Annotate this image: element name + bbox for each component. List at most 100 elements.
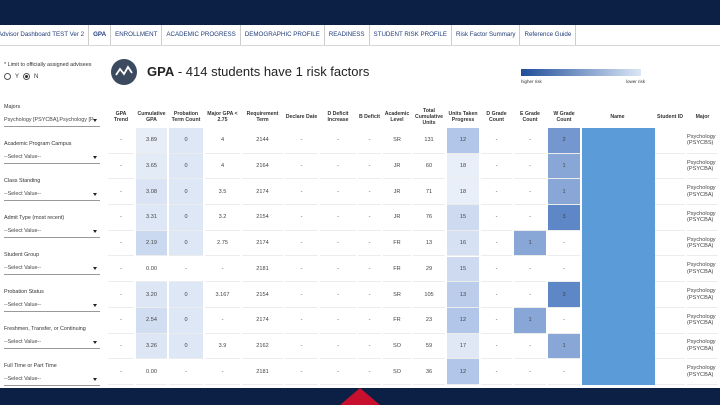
table-cell: - (320, 128, 356, 154)
table-cell: Psychology (PSYCBA) (687, 282, 718, 308)
radio-n[interactable] (23, 73, 31, 80)
table-cell (655, 231, 685, 257)
table-cell: FR (383, 231, 411, 257)
table-cell: 2.54 (136, 307, 167, 334)
radio-y[interactable] (4, 73, 11, 80)
column-header: Academic Level (384, 110, 410, 123)
table-cell: 3.89 (136, 128, 167, 154)
table-cell: FR (383, 257, 411, 283)
table-cell: 0 (169, 282, 203, 308)
column-header: D Grade Count (486, 110, 507, 123)
table-cell: - (108, 282, 134, 308)
filter-select[interactable]: Psychology [PSYCBA],Psychology [P (4, 114, 100, 127)
column-header: Units Taken Progress (448, 110, 478, 123)
column-header: Requirement Term (246, 110, 279, 123)
table-cell: - (285, 308, 318, 334)
filter-select[interactable]: --Select Value-- (4, 188, 100, 201)
table-cell: 1 (548, 179, 580, 206)
table-cell: - (108, 334, 134, 360)
table-cell (655, 282, 685, 308)
tab[interactable]: READINESS (325, 25, 370, 45)
table-cell: JR (383, 154, 411, 180)
table-cell: - (320, 231, 356, 257)
table-cell: 3.2 (205, 205, 240, 231)
table-cell: 2174 (242, 179, 283, 206)
table-cell (655, 179, 685, 206)
table-cell: - (358, 334, 381, 360)
filter-select[interactable]: --Select Value-- (4, 262, 100, 275)
table-cell: - (358, 359, 381, 385)
table-cell: - (481, 257, 512, 283)
table-cell: - (108, 257, 134, 283)
table-cell: - (320, 359, 356, 385)
filter-label: Academic Program Campus (4, 141, 72, 147)
table-cell: - (285, 205, 318, 231)
filter-label: Probation Status (4, 289, 44, 295)
limit-label: * Limit to officially assigned advisees (4, 62, 92, 68)
table-cell: - (481, 154, 512, 180)
legend-label: lower risk (626, 79, 646, 84)
table-cell: Psychology (PSYCBA) (687, 334, 718, 360)
table-cell: Psychology (PSYCBA) (687, 154, 718, 180)
table-cell: - (481, 205, 512, 231)
table-cell: - (285, 179, 318, 206)
table-cell: - (358, 257, 381, 283)
table-cell: - (358, 308, 381, 334)
table-cell: 2162 (242, 334, 283, 360)
table-cell: - (481, 334, 512, 360)
table-cell: 4 (205, 154, 240, 180)
filter-select[interactable]: --Select Value-- (4, 225, 100, 238)
table-cell: - (358, 205, 381, 231)
filter-label: Majors (4, 104, 21, 110)
column-header: E Grade Count (520, 110, 540, 123)
filter-select[interactable]: --Select Value-- (4, 336, 100, 349)
table-cell: 12 (447, 128, 479, 154)
table-cell: SO (383, 334, 411, 360)
table-cell (655, 334, 685, 360)
tab[interactable]: GPA (89, 25, 112, 45)
tab[interactable]: STUDENT RISK PROFILE (370, 25, 452, 45)
table-cell: 4 (205, 128, 240, 154)
sidebar: * Limit to officially assigned advisees … (0, 46, 106, 388)
tab[interactable]: ACADEMIC PROGRESS (162, 25, 241, 45)
table-cell: - (205, 359, 240, 385)
column-header: Major (695, 113, 710, 120)
table-cell: - (285, 282, 318, 308)
table-cell: 0 (169, 128, 203, 154)
tab[interactable]: DEMOGRAPHIC PROFILE (241, 25, 325, 45)
table-cell: 23 (413, 308, 445, 334)
redaction-block (582, 128, 655, 385)
tab[interactable]: Risk Factor Summary (452, 25, 521, 45)
filter-select[interactable]: --Select Value-- (4, 373, 100, 386)
table-cell: JR (383, 179, 411, 206)
table-cell: 105 (413, 282, 445, 308)
table-cell: - (481, 308, 512, 334)
title-main: GPA (147, 64, 175, 79)
tab[interactable]: Reference Guide (520, 25, 577, 45)
table-cell: - (205, 308, 240, 334)
table-cell: Psychology (PSYCBA) (687, 308, 718, 334)
filter-label: Student Group (4, 252, 40, 258)
filter-select[interactable]: --Select Value-- (4, 299, 100, 312)
table-cell: - (108, 128, 134, 154)
table-cell: 2.19 (136, 230, 167, 257)
tab[interactable]: ENROLLMENT (111, 25, 163, 45)
table-cell: Psychology (PSYCBA) (687, 179, 718, 206)
table-cell: 3.65 (136, 153, 167, 180)
radio-group: Y N (4, 73, 38, 80)
table-cell: 2174 (242, 308, 283, 334)
table-cell: - (320, 308, 356, 334)
tab[interactable]: Advisor Dashboard TEST Ver 2 (0, 25, 90, 45)
table-cell: 76 (413, 205, 445, 231)
table-cell: 3.26 (136, 333, 167, 360)
radio-label: Y (15, 73, 20, 80)
table-cell: 2154 (242, 205, 283, 231)
filter-label: Admit Type (most recent) (4, 215, 65, 221)
table-cell: 131 (413, 128, 445, 154)
table-cell: - (169, 359, 203, 385)
table-cell: 18 (447, 153, 479, 180)
filter-select[interactable]: --Select Value-- (4, 151, 100, 164)
table-cell: - (320, 205, 356, 231)
table-cell: 1 (514, 307, 546, 334)
table-cell: - (514, 257, 546, 283)
